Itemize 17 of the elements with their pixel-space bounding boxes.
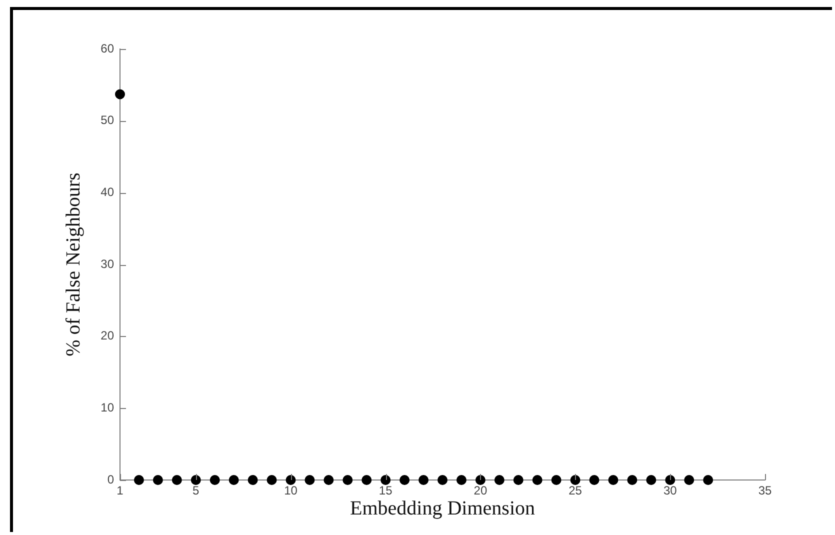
y-tick-label: 10 bbox=[100, 400, 114, 414]
y-tick-label: 30 bbox=[100, 256, 114, 271]
x-tick-label: 20 bbox=[474, 484, 488, 498]
y-tick-label: 60 bbox=[100, 41, 114, 56]
x-tick-label: 15 bbox=[378, 484, 393, 498]
x-tick-label: 10 bbox=[284, 484, 298, 498]
x-tick-label: 5 bbox=[192, 484, 200, 498]
y-tick-label: 40 bbox=[100, 184, 114, 199]
x-tick-label: 1 bbox=[116, 484, 124, 498]
x-axis-title: Embedding Dimension bbox=[350, 497, 535, 520]
y-tick-label: 0 bbox=[107, 472, 114, 486]
y-tick-label: 20 bbox=[100, 328, 114, 343]
y-axis-title: % of False Neighbours bbox=[62, 172, 84, 356]
x-tick-label: 35 bbox=[758, 484, 772, 498]
x-tick-label: 30 bbox=[663, 484, 678, 498]
y-tick-label: 50 bbox=[100, 113, 114, 128]
x-tick-label: 25 bbox=[568, 484, 582, 498]
